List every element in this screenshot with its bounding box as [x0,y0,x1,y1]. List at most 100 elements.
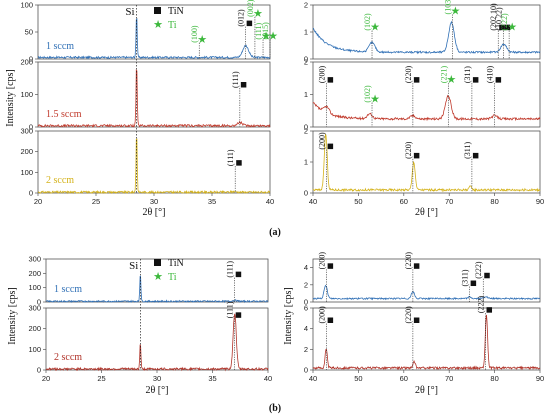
x-tick-label: 40 [264,374,272,383]
x-tick-label: 30 [150,197,158,206]
peak-label: (222) [474,261,483,279]
y-tick-label: 2 [304,1,308,10]
chart-0: 0 50 100 1 sccm 0 100 200 1.5 sccm 0 100 200 300 2 s… [5,0,278,218]
si-label: Si [129,260,138,272]
peak-marker-square [413,317,420,323]
y-tick-label: 200 [28,324,41,333]
y-tick-label: 0 [304,298,308,307]
series-label: 1.5 sccm [46,109,82,120]
x-axis-label: 2θ [°] [415,207,438,218]
series-line [312,133,541,193]
peak-label: (111) [254,22,263,39]
peak-marker-star: ★ [370,22,380,34]
peak-label: (410) [486,65,495,83]
peak-label: (311) [463,142,472,159]
part-label-b: (b) [269,403,281,414]
y-tick-label: 0 [304,55,308,64]
panel-1-2: 0 1 2 [304,127,541,198]
y-tick-label: 2 [304,280,308,289]
peak-label: (012) [237,9,246,27]
y-tick-label: 100 [20,1,33,10]
x-tick-label: 25 [97,374,105,383]
panel-2-1: 0 100 200 300 2 sccm [28,304,269,375]
y-tick-label: 2 [304,345,308,354]
peak-marker-square [235,312,242,318]
peak-label: (111) [226,301,235,318]
peak-marker-star: ★ [370,94,380,106]
series-line [45,275,269,304]
peak-marker-square [495,77,502,83]
series-label: 1 sccm [54,284,82,295]
peak-label: (202 10) [489,3,498,31]
y-tick-label: 0 [29,189,33,198]
legend-marker-star: ★ [153,271,163,283]
peak-marker-square [504,24,511,31]
y-axis-label: Intensity [cps] [283,287,294,345]
panel-frame [312,130,541,194]
y-tick-label: 4 [304,263,308,272]
y-tick-label: 50 [25,28,33,37]
series-line [312,94,541,122]
y-tick-label: 200 [20,58,33,67]
peak-marker-square [470,280,477,287]
peak-label: (220) [404,252,413,270]
x-tick-label: 60 [400,374,408,383]
panel-0-1: 0 100 200 1.5 sccm [20,58,271,132]
y-axis-label: Intensity [cps] [7,287,18,345]
y-tick-label: 200 [20,147,33,156]
y-tick-label: 2 [304,127,308,136]
peak-label: (111) [231,71,240,88]
peak-label: (311) [463,66,472,83]
peak-marker-square [472,77,479,83]
y-tick-label: 100 [28,345,41,354]
x-tick-label: 70 [445,197,453,206]
x-axis-label: 2θ [°] [146,385,169,396]
peak-label: (222) [500,13,509,31]
peak-marker-square [327,77,334,83]
panel-3-1: 0 2 4 6 [304,304,541,375]
peak-label: (111) [226,261,235,278]
part-label-a: (a) [269,227,281,238]
peak-marker-square [484,272,490,279]
y-tick-label: 0 [29,123,33,132]
x-tick-label: 40 [309,197,317,206]
x-tick-label: 60 [400,197,408,206]
y-tick-label: 300 [28,304,41,313]
panel-0-0: 0 50 100 1 sccm [20,1,271,64]
y-tick-label: 4 [304,324,308,333]
legend-marker-square [154,7,161,14]
x-tick-label: 90 [536,197,544,206]
si-label: Si [125,6,134,18]
peak-marker-square [413,263,420,269]
peak-marker-star: ★ [268,31,278,43]
peak-marker-square [246,20,253,27]
y-tick-label: 0 [304,366,308,375]
panel-frame [312,258,541,303]
x-axis-label: 2θ [°] [415,385,438,396]
peak-marker-square [486,307,493,313]
series-label: 1 sccm [46,41,74,52]
series-line [312,314,541,371]
x-tick-label: 20 [42,374,50,383]
peak-marker-square [236,160,242,166]
legend-label: Ti [168,20,177,31]
y-tick-label: 100 [20,168,33,177]
peak-label: (200) [318,65,327,83]
legend-label: Ti [168,272,177,283]
y-tick-label: 300 [20,127,33,136]
series-line [312,20,541,55]
x-tick-label: 35 [208,197,216,206]
peak-label: (221) [439,65,448,83]
peak-label: (002) [246,0,255,17]
peak-label: (111) [226,149,235,166]
x-tick-label: 40 [309,374,317,383]
peak-marker-star: ★ [446,74,456,86]
peak-marker-square [472,152,479,159]
y-tick-label: 300 [28,255,41,264]
peak-marker-square [327,263,334,269]
legend-1: TiN ★ Ti [153,258,184,283]
peak-marker-square [413,77,420,83]
